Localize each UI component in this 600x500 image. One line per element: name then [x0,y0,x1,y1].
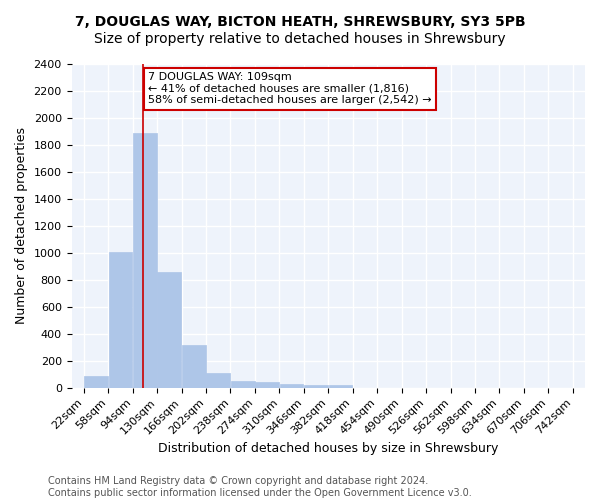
Bar [329,385,352,388]
Y-axis label: Number of detached properties: Number of detached properties [15,128,28,324]
Bar [109,252,133,388]
Bar [255,382,279,388]
Bar [280,384,304,388]
Bar [304,385,328,388]
Bar [84,376,108,388]
Bar [182,344,206,388]
Bar [157,272,181,388]
Bar [206,373,230,388]
Text: 7, DOUGLAS WAY, BICTON HEATH, SHREWSBURY, SY3 5PB: 7, DOUGLAS WAY, BICTON HEATH, SHREWSBURY… [74,15,526,29]
X-axis label: Distribution of detached houses by size in Shrewsbury: Distribution of detached houses by size … [158,442,499,455]
Text: Size of property relative to detached houses in Shrewsbury: Size of property relative to detached ho… [94,32,506,46]
Bar [231,380,254,388]
Text: 7 DOUGLAS WAY: 109sqm
← 41% of detached houses are smaller (1,816)
58% of semi-d: 7 DOUGLAS WAY: 109sqm ← 41% of detached … [148,72,432,106]
Text: Contains HM Land Registry data © Crown copyright and database right 2024.
Contai: Contains HM Land Registry data © Crown c… [48,476,472,498]
Bar [133,133,157,388]
